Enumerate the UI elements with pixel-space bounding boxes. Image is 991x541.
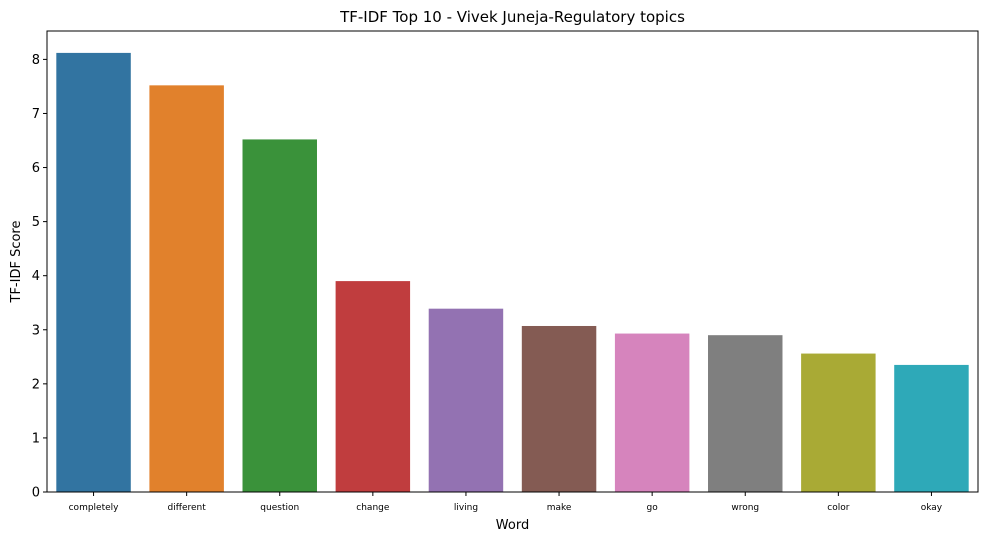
y-tick-label: 4: [32, 269, 40, 284]
bars-group: [56, 52, 969, 493]
x-tick-label: question: [260, 503, 299, 513]
x-axis-ticks: completely different question change living m…: [69, 492, 943, 513]
bar-okay: [894, 364, 969, 492]
x-tick-label: wrong: [731, 503, 759, 513]
x-tick-label: okay: [921, 503, 943, 513]
x-tick-label: completely: [69, 503, 120, 513]
x-tick-label: change: [356, 503, 390, 513]
y-tick-label: 2: [32, 377, 40, 392]
chart-title: TF-IDF Top 10 - Vivek Juneja-Regulatory …: [339, 8, 685, 26]
bar-completely: [56, 52, 131, 492]
x-tick-label: color: [827, 503, 849, 513]
bar-different: [149, 85, 224, 493]
y-tick-label: 0: [32, 486, 40, 501]
bar-living: [428, 308, 504, 492]
y-tick-label: 1: [32, 431, 40, 446]
y-tick-label: 7: [32, 107, 40, 122]
x-tick-label: go: [647, 503, 659, 513]
bar-go: [614, 333, 690, 492]
plot-frame: [46, 30, 979, 493]
x-tick-label: different: [168, 503, 207, 513]
bar-wrong: [708, 335, 783, 492]
y-tick-label: 6: [32, 161, 40, 176]
x-tick-label: living: [454, 503, 478, 513]
bar-color: [801, 353, 876, 492]
y-tick-label: 3: [32, 323, 40, 338]
y-tick-label: 8: [32, 53, 40, 68]
bar-make: [521, 325, 597, 492]
y-axis-label: TF-IDF Score: [9, 221, 24, 304]
y-tick-label: 5: [32, 215, 40, 230]
x-axis-label: Word: [496, 518, 529, 533]
x-tick-label: make: [547, 503, 572, 513]
y-axis-ticks: 0 1 2 3 4 5 6 7 8: [32, 53, 47, 501]
bar-question: [242, 139, 317, 493]
bar-change: [335, 281, 411, 492]
